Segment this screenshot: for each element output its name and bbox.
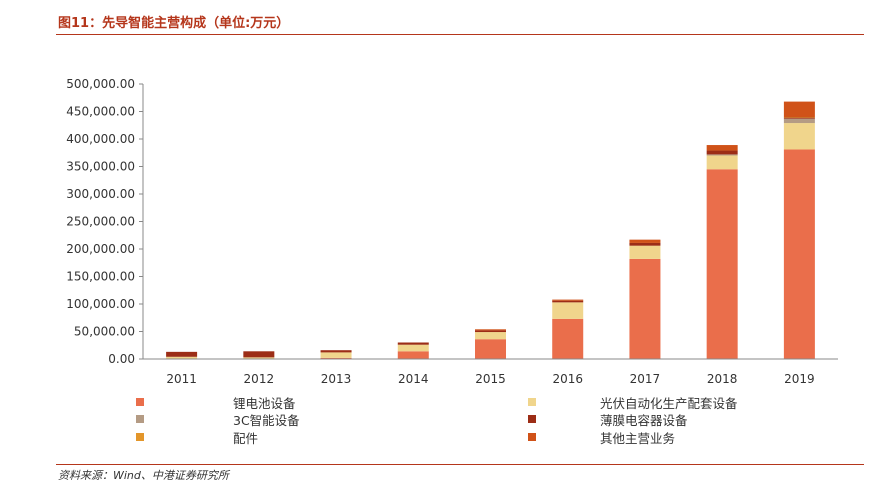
bar-segment (783, 101, 815, 117)
x-tick-label: 2011 (166, 372, 197, 386)
bar-segment (783, 117, 815, 118)
bar-segment (706, 169, 738, 359)
legend-swatch (528, 398, 536, 406)
y-tick-label: 400,000.00 (66, 132, 135, 146)
y-tick-label: 150,000.00 (66, 270, 135, 284)
bar-segment (552, 300, 584, 303)
y-tick-label: 200,000.00 (66, 242, 135, 256)
bar-segment (243, 357, 275, 359)
y-tick-label: 450,000.00 (66, 105, 135, 119)
bar-segment (552, 318, 584, 359)
y-tick-label: 300,000.00 (66, 187, 135, 201)
legend-label: 3C智能设备 (233, 413, 300, 428)
bar-segment (706, 154, 738, 156)
bar-segment (475, 332, 506, 340)
x-tick-label: 2015 (475, 372, 506, 386)
bar-segment (475, 329, 506, 331)
bar-segment (629, 239, 661, 243)
bar-segment (243, 351, 275, 358)
legend-swatch (136, 433, 144, 441)
bar-segment (397, 351, 429, 359)
bar-segment (320, 352, 352, 358)
legend-swatch (136, 415, 144, 423)
x-tick-label: 2016 (552, 372, 583, 386)
y-tick-label: 250,000.00 (66, 215, 135, 229)
bar-segment (629, 242, 661, 246)
x-tick-label: 2017 (630, 372, 661, 386)
bar-segment (320, 357, 352, 359)
bar-segment (475, 339, 506, 359)
bar-segment (706, 145, 738, 151)
legend-swatch (528, 415, 536, 423)
bar-segment (166, 356, 198, 359)
title-rule (56, 34, 864, 35)
y-tick-label: 50,000.00 (74, 325, 135, 339)
legend-label: 其他主营业务 (600, 431, 676, 446)
bar-segment (783, 117, 815, 119)
source-note: 资料来源：Wind、中港证券研究所 (58, 469, 229, 482)
footer-rule (56, 464, 864, 465)
x-tick-label: 2014 (398, 372, 429, 386)
bar-segment (629, 245, 661, 259)
x-tick-label: 2013 (321, 372, 352, 386)
x-tick-label: 2012 (244, 372, 275, 386)
legend-swatch (136, 398, 144, 406)
bar-segment (397, 344, 429, 352)
figure-title: 图11：先导智能主营构成（单位:万元） (58, 16, 290, 31)
x-tick-label: 2018 (707, 372, 738, 386)
bar-segment (706, 150, 738, 155)
bar-segment (783, 123, 815, 150)
bar-segment (783, 118, 815, 124)
legend-label: 锂电池设备 (233, 396, 296, 411)
legend-label: 光伏自动化生产配套设备 (600, 396, 738, 411)
bar-segment (629, 258, 661, 359)
legend-label: 薄膜电容器设备 (600, 413, 688, 428)
bar-segment (475, 330, 506, 333)
y-tick-label: 0.00 (108, 352, 135, 366)
bar-segment (706, 155, 738, 170)
legend-swatch (528, 433, 536, 441)
bar-segment (783, 149, 815, 359)
y-tick-label: 100,000.00 (66, 297, 135, 311)
bar-segment (166, 351, 198, 357)
x-tick-label: 2019 (784, 372, 815, 386)
bar-segment (320, 350, 352, 353)
legend-label: 配件 (233, 431, 259, 446)
bar-segment (397, 342, 429, 345)
bar-segment (552, 299, 584, 301)
bar-segment (552, 302, 584, 319)
y-tick-label: 500,000.00 (66, 77, 135, 91)
y-tick-label: 350,000.00 (66, 160, 135, 174)
